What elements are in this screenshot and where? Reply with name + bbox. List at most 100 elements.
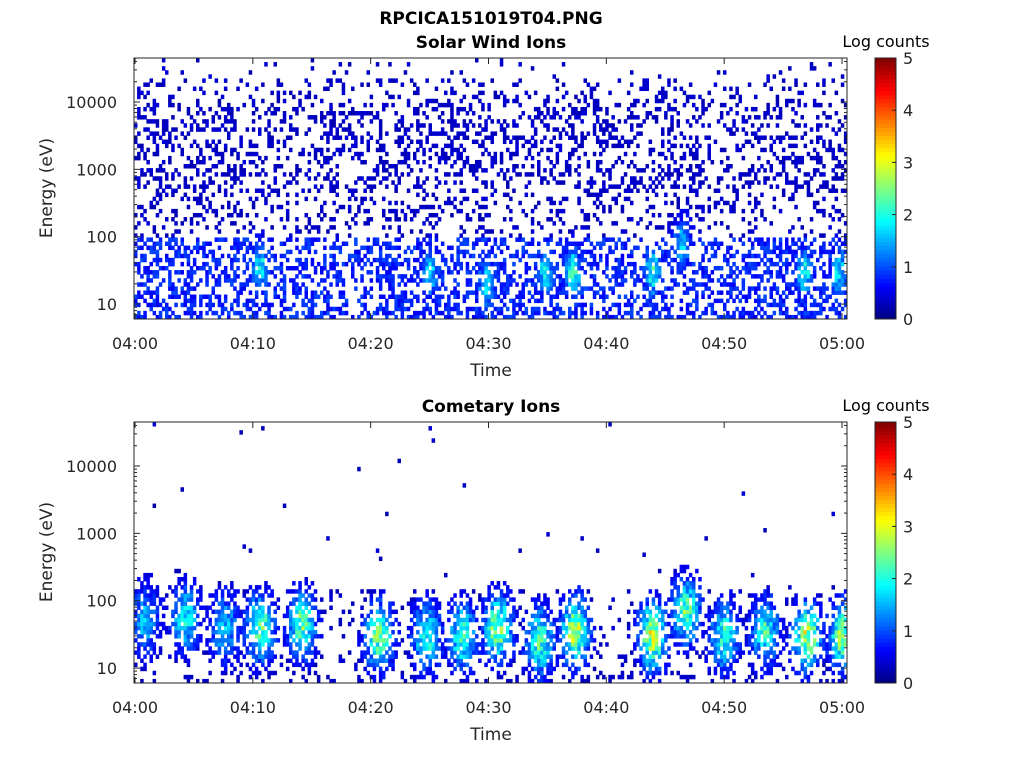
heatmap-cell (152, 119, 157, 124)
heatmap-cell (496, 119, 501, 124)
heatmap-cell (750, 143, 755, 149)
heatmap-cell (183, 298, 188, 304)
heatmap-cell (781, 168, 786, 173)
heatmap-cell (716, 298, 721, 304)
heatmap-cell (248, 274, 253, 279)
heatmap-cell (183, 589, 188, 594)
heatmap-cell (400, 261, 405, 267)
heatmap-cell (357, 151, 361, 157)
heatmap-cell (537, 111, 541, 116)
heatmap-cell (155, 82, 160, 87)
panel-title: Cometary Ions (422, 397, 561, 417)
heatmap-cell (248, 151, 253, 157)
colorbar-segment (875, 131, 896, 136)
heatmap-cell (425, 261, 429, 267)
heatmap-cell (183, 184, 188, 189)
heatmap-cell (611, 274, 615, 279)
heatmap-cell (785, 249, 789, 255)
colorbar-segment (875, 221, 896, 226)
heatmap-cell (611, 221, 615, 226)
heatmap-cell (772, 241, 777, 246)
heatmap-cell (422, 306, 426, 312)
heatmap-cell (223, 670, 228, 676)
heatmap-cell (261, 188, 265, 193)
heatmap-cell (385, 306, 389, 312)
heatmap-cell (459, 151, 463, 157)
heatmap-cell (422, 237, 426, 242)
heatmap-cell (416, 241, 420, 246)
heatmap-cell (137, 601, 141, 606)
heatmap-cell (270, 253, 274, 259)
heatmap-cell (735, 127, 739, 132)
heatmap-cell (788, 143, 792, 149)
heatmap-cell (769, 261, 773, 267)
heatmap-cell (434, 143, 439, 149)
heatmap-cell (158, 310, 163, 316)
heatmap-cell (378, 78, 383, 83)
heatmap-cell (605, 106, 609, 112)
heatmap-cell (227, 658, 231, 664)
heatmap-cell (667, 306, 671, 312)
heatmap-cell (251, 310, 256, 316)
heatmap-cell (524, 265, 529, 271)
heatmap-cell (462, 131, 467, 136)
heatmap-cell (388, 164, 392, 169)
heatmap-cell (171, 233, 175, 238)
heatmap-cell (518, 200, 522, 206)
heatmap-cell (416, 139, 420, 145)
heatmap-cell (385, 310, 389, 316)
heatmap-cell (741, 241, 746, 246)
heatmap-cell (165, 123, 169, 128)
heatmap-cell (273, 180, 277, 185)
heatmap-cell (341, 143, 346, 149)
heatmap-cell (788, 261, 792, 267)
heatmap-cell (276, 282, 281, 287)
heatmap-cell (230, 625, 234, 631)
heatmap-cell (837, 265, 842, 271)
heatmap-cell (735, 294, 739, 300)
heatmap-cell (568, 274, 572, 279)
heatmap-cell (688, 135, 693, 140)
heatmap-cell (180, 131, 184, 136)
heatmap-cell (617, 274, 622, 279)
heatmap-cell (564, 237, 569, 242)
heatmap-cell (158, 629, 163, 635)
heatmap-cell (571, 265, 575, 271)
heatmap-cell (254, 245, 259, 251)
heatmap-cell (211, 274, 215, 279)
heatmap-cell (664, 200, 668, 206)
heatmap-cell (431, 212, 436, 218)
heatmap-cell (750, 261, 755, 267)
heatmap-cell (425, 278, 429, 283)
heatmap-cell (530, 282, 535, 287)
heatmap-cell (186, 253, 191, 259)
heatmap-cell (323, 253, 327, 259)
heatmap-cell (347, 188, 352, 193)
heatmap-cell (168, 270, 172, 275)
heatmap-cell (422, 180, 426, 185)
heatmap-cell (453, 265, 457, 271)
heatmap-cell (834, 176, 839, 181)
heatmap-cell (208, 74, 212, 79)
heatmap-cell (372, 168, 377, 173)
heatmap-cell (292, 176, 296, 181)
heatmap-cell (741, 253, 746, 259)
heatmap-cell (239, 241, 243, 246)
heatmap-cell (530, 241, 535, 246)
heatmap-cell (760, 274, 764, 279)
heatmap-cell (468, 168, 473, 173)
heatmap-cell (828, 270, 832, 275)
heatmap-cell (152, 593, 157, 598)
heatmap-cell (416, 106, 420, 112)
heatmap-cell (447, 294, 451, 300)
heatmap-cell (543, 278, 547, 283)
heatmap-cell (840, 164, 845, 169)
heatmap-cell (465, 155, 470, 161)
heatmap-cell (574, 302, 578, 308)
heatmap-cell (140, 581, 144, 586)
heatmap-cell (809, 294, 814, 300)
heatmap-cell (313, 314, 318, 320)
heatmap-cell (431, 106, 436, 112)
heatmap-cell (571, 257, 575, 263)
heatmap-cell (456, 111, 460, 116)
